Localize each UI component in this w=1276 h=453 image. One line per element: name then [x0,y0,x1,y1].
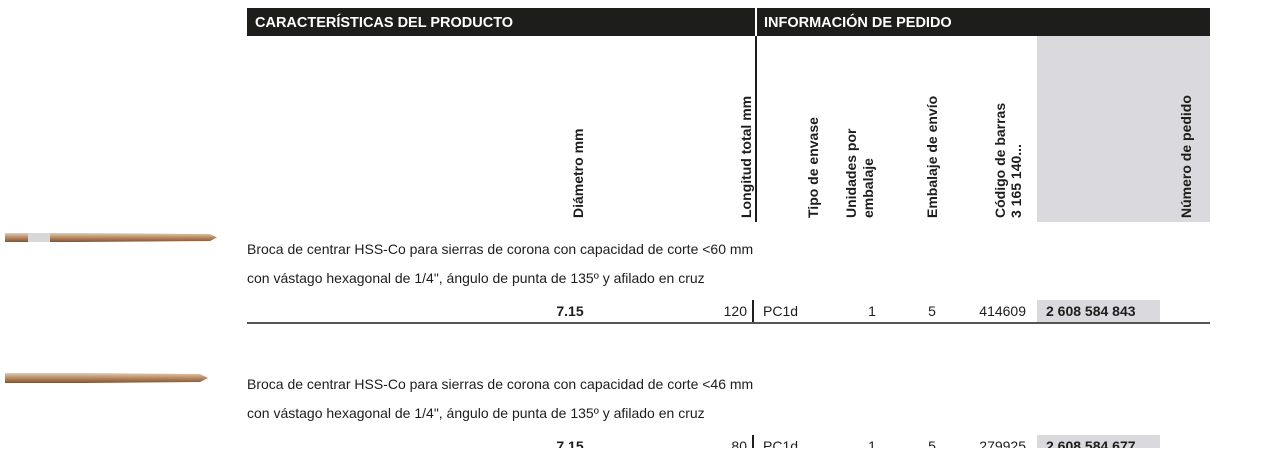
cell: PC1d [763,303,798,319]
order-cell-bg [1037,300,1160,322]
cell: 5 [928,303,936,319]
description: Broca de centrar HSS-Co para sierras de … [247,376,753,392]
description: con vástago hexagonal de 1/4", ángulo de… [247,405,705,421]
order-column-bg [1037,36,1210,222]
drill-2 [5,373,208,383]
cell: 7.15 [556,303,583,319]
cell: 1 [868,303,876,319]
column-header: Número de pedido [1178,95,1194,218]
column-header: embalaje [860,158,876,218]
column-header: Embalaje de envío [924,96,940,218]
cell: 120 [724,303,748,319]
cell: 80 [731,438,747,448]
section-title: CARACTERÍSTICAS DEL PRODUCTO [255,14,513,31]
cell: 279925 [979,438,1026,448]
cell: 7.15 [556,438,583,448]
section-title: INFORMACIÓN DE PEDIDO [764,13,952,31]
column-header: Código de barras [992,103,1008,218]
cell: 2 608 584 677 [1046,438,1136,448]
cell: 5 [928,438,936,448]
cell: 2 608 584 843 [1046,303,1136,319]
header-bar [247,8,1210,36]
cell: 414609 [979,303,1026,319]
cell: PC1d [763,438,798,448]
description: Broca de centrar HSS-Co para sierras de … [247,241,753,257]
column-header: Longitud total mm [738,96,754,218]
cell: 1 [868,438,876,448]
column-header: Tipo de envase [805,117,821,218]
column-header: Diámetro mm [570,129,586,218]
column-header: 3 165 140... [1008,144,1024,218]
description: con vástago hexagonal de 1/4", ángulo de… [247,270,705,286]
column-header: Unidades por [843,128,859,218]
header-divider [755,8,757,36]
drill-1 [5,233,217,242]
